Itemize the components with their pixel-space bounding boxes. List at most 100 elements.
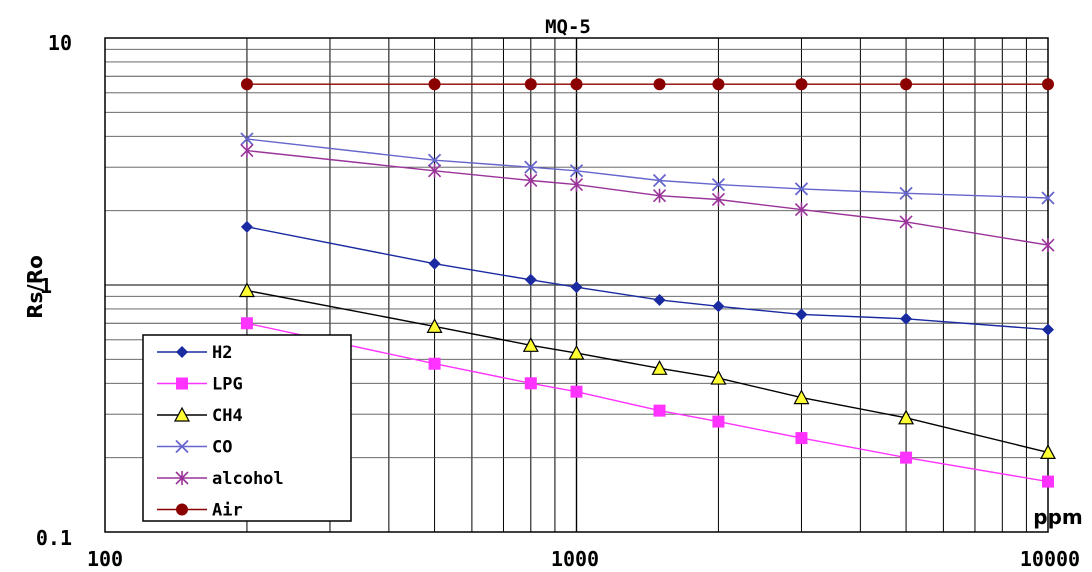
plot-frame	[104, 37, 1049, 533]
series-h2	[240, 220, 1054, 336]
marker-stroke	[175, 439, 189, 454]
data-point	[712, 300, 725, 313]
data-point	[524, 160, 538, 174]
marker-stroke	[240, 132, 254, 146]
data-point	[1042, 323, 1054, 336]
data-point	[794, 182, 809, 196]
data-point	[428, 357, 441, 370]
legend-marker	[176, 503, 188, 516]
data-point	[710, 369, 727, 385]
data-point	[240, 317, 253, 330]
y-axis-label: Rs/Ro	[23, 255, 47, 319]
data-point	[427, 163, 442, 178]
data-point	[793, 389, 810, 405]
y-tick-label: 10	[48, 31, 72, 55]
series-ch4	[238, 282, 1057, 460]
y-tick-label: 1	[40, 274, 52, 298]
data-point	[569, 164, 584, 178]
data-point	[652, 173, 667, 188]
marker-stroke	[794, 182, 809, 196]
legend-label: CO	[212, 438, 232, 458]
legend-marker	[175, 439, 189, 454]
marker-stroke	[427, 153, 442, 167]
data-point	[522, 337, 539, 352]
data-point	[524, 273, 537, 286]
data-point	[238, 282, 255, 298]
data-point	[426, 318, 443, 333]
legend-item: Air	[157, 501, 243, 521]
data-point	[653, 293, 666, 306]
series-air	[240, 78, 1054, 91]
data-point	[900, 312, 913, 325]
legend-label: CH4	[212, 406, 243, 426]
data-point	[712, 415, 725, 428]
legend-marker	[175, 471, 189, 485]
data-point	[1041, 191, 1055, 205]
data-point	[1041, 238, 1055, 253]
legend-item: CO	[157, 438, 232, 458]
legend: H2 LPG CH4 CO alcohol Air	[142, 334, 352, 522]
data-point	[570, 281, 583, 294]
data-point	[568, 344, 585, 360]
legend-marker	[176, 346, 188, 358]
data-point	[653, 78, 666, 91]
data-point	[569, 177, 584, 192]
legend-box	[142, 334, 352, 522]
x-axis-label: ppm	[1033, 505, 1082, 529]
legend-item: alcohol	[157, 469, 284, 489]
marker-stroke	[899, 186, 913, 200]
chart-title: MQ-5	[545, 16, 591, 38]
data-point	[795, 432, 808, 445]
data-point	[795, 78, 808, 91]
marker-stroke	[569, 164, 584, 178]
legend-marker	[176, 377, 188, 390]
x-tick-label: 10000	[1020, 547, 1080, 571]
data-point	[898, 409, 915, 425]
legend-label: H2	[212, 343, 232, 363]
data-point	[711, 177, 726, 192]
legend-item: LPG	[157, 375, 243, 395]
legend-item: H2	[157, 343, 232, 363]
data-point	[428, 257, 441, 270]
y-tick-label: 0.1	[36, 526, 72, 550]
series-co	[240, 132, 1055, 205]
series-alcohol	[240, 143, 1055, 253]
legend-item: CH4	[157, 406, 243, 426]
data-point	[240, 132, 254, 146]
data-point	[427, 153, 442, 167]
data-point	[1042, 475, 1054, 488]
legend-label: alcohol	[212, 469, 284, 489]
data-point	[570, 78, 583, 91]
data-point	[899, 214, 913, 229]
marker-stroke	[524, 160, 538, 174]
data-point	[1039, 444, 1057, 460]
marker-stroke	[1041, 191, 1055, 205]
data-point	[653, 404, 666, 417]
data-point	[240, 78, 253, 91]
data-point	[794, 202, 809, 217]
marker-stroke	[652, 173, 667, 188]
data-point	[795, 308, 808, 321]
data-point	[570, 385, 583, 398]
data-point	[240, 220, 253, 233]
x-tick-label: 100	[87, 547, 123, 571]
series-layer	[238, 78, 1057, 488]
data-point	[651, 360, 668, 375]
data-point	[524, 377, 537, 390]
data-point	[1042, 78, 1054, 91]
legend-marker	[173, 406, 191, 422]
data-point	[899, 186, 913, 200]
legend-label: LPG	[212, 375, 243, 395]
data-point	[524, 173, 538, 188]
legend-label: Air	[212, 501, 243, 521]
data-point	[712, 78, 725, 91]
x-tick-label: 1000	[551, 547, 599, 571]
data-point	[900, 451, 913, 464]
data-point	[900, 78, 913, 91]
data-point	[428, 78, 441, 91]
data-point	[711, 192, 726, 207]
marker-stroke	[711, 177, 726, 192]
series-lpg	[240, 317, 1054, 488]
data-point	[652, 188, 667, 203]
